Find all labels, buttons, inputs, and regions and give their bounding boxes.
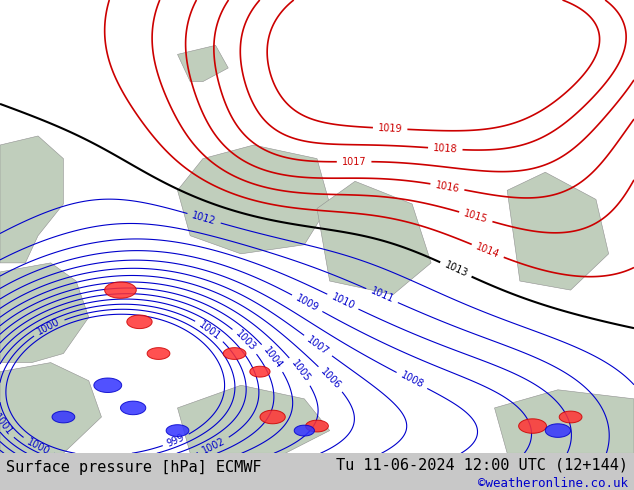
Polygon shape [294,425,314,436]
Polygon shape [250,366,270,377]
FancyBboxPatch shape [0,453,634,490]
Polygon shape [120,401,146,415]
Text: 1009: 1009 [294,293,320,314]
Polygon shape [260,410,285,424]
Text: 1012: 1012 [191,210,217,226]
Polygon shape [178,385,330,453]
Text: 1000: 1000 [25,437,51,457]
Text: 1018: 1018 [433,143,458,154]
Polygon shape [127,315,152,329]
Polygon shape [559,411,582,423]
Text: 1004: 1004 [261,345,284,370]
Polygon shape [0,263,89,363]
Polygon shape [0,281,32,318]
Polygon shape [0,136,63,263]
Polygon shape [507,172,609,290]
Text: 1008: 1008 [399,370,425,391]
Polygon shape [178,145,330,254]
Text: 1019: 1019 [378,123,403,134]
Polygon shape [519,419,547,433]
Text: 1007: 1007 [305,334,331,357]
Text: 1001: 1001 [197,319,223,342]
Polygon shape [317,181,431,294]
Polygon shape [178,46,228,82]
Polygon shape [545,424,571,438]
Text: 1014: 1014 [474,242,501,260]
Text: 999: 999 [165,432,186,449]
Text: 1015: 1015 [463,209,489,225]
Polygon shape [223,347,246,360]
Text: 1010: 1010 [330,292,356,312]
Text: 1016: 1016 [434,180,460,194]
Text: 1005: 1005 [289,359,312,384]
Text: 1013: 1013 [443,260,469,279]
Text: Surface pressure [hPa] ECMWF: Surface pressure [hPa] ECMWF [6,461,262,475]
Text: ©weatheronline.co.uk: ©weatheronline.co.uk [477,477,628,490]
Polygon shape [306,420,328,432]
Polygon shape [147,347,170,360]
Text: 1000: 1000 [36,317,62,337]
Text: 1003: 1003 [233,329,257,353]
Text: 1011: 1011 [369,286,396,305]
Text: 1006: 1006 [319,367,343,392]
Polygon shape [94,378,122,392]
Text: 1001: 1001 [0,412,14,437]
Text: Tu 11-06-2024 12:00 UTC (12+144): Tu 11-06-2024 12:00 UTC (12+144) [335,458,628,472]
Text: 1017: 1017 [342,157,366,167]
Text: 1002: 1002 [200,436,227,456]
Polygon shape [105,282,136,298]
Polygon shape [0,363,101,453]
Polygon shape [495,390,634,453]
Polygon shape [166,425,189,437]
Polygon shape [52,411,75,423]
